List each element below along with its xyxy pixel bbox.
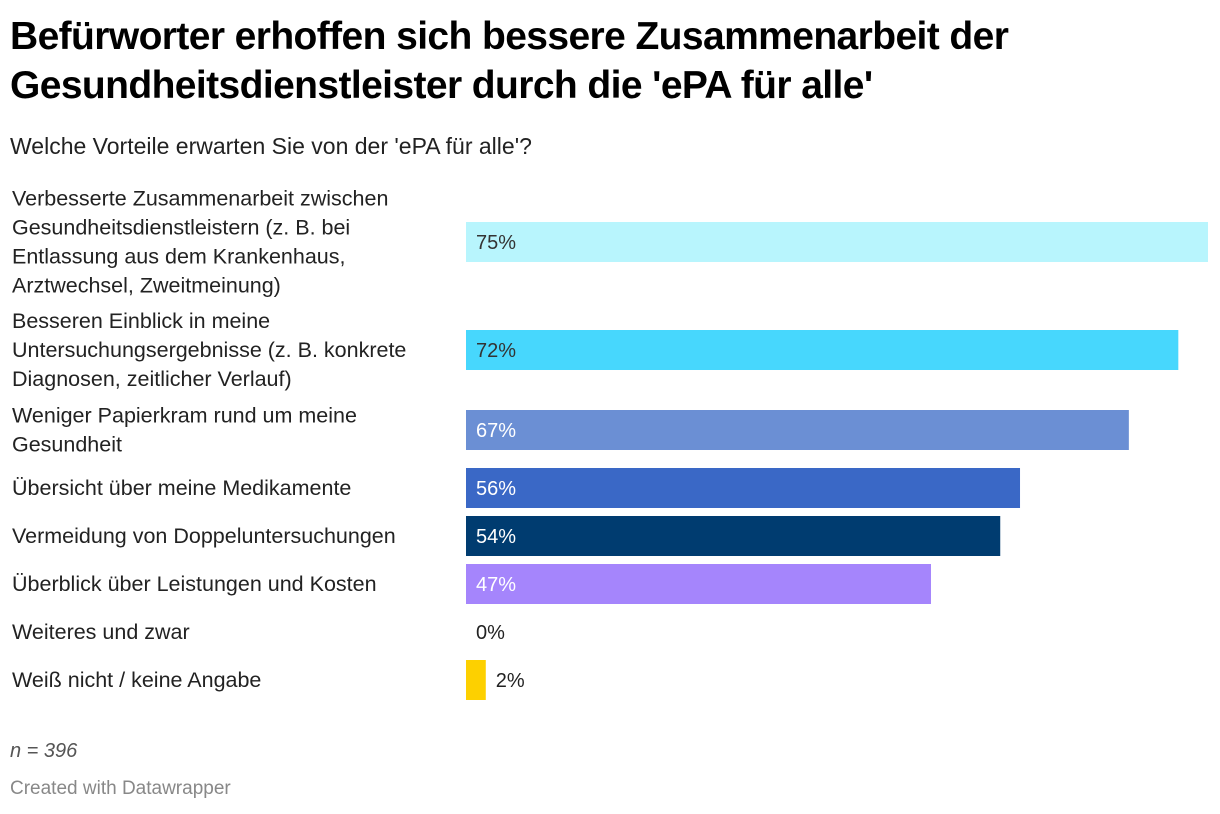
sample-size-note: n = 396 xyxy=(10,740,78,762)
chart-subtitle: Welche Vorteile erwarten Sie von der 'eP… xyxy=(10,133,532,159)
value-label: 67% xyxy=(476,420,516,442)
category-label: Überblick über Leistungen und Kosten xyxy=(12,572,377,596)
bar-row: Übersicht über meine Medikamente 56% xyxy=(12,468,1021,508)
bar-chart: Verbesserte Zusammenarbeit zwischen Gesun… xyxy=(12,187,1208,700)
value-label: 0% xyxy=(476,622,505,644)
bar xyxy=(466,330,1179,370)
category-label: Vermeidung von Doppeluntersuchungen xyxy=(12,524,396,548)
category-label: Weiteres und zwar xyxy=(12,620,190,644)
bar-row: Verbesserte Zusammenarbeit zwischen Gesun… xyxy=(12,187,1208,298)
datawrapper-credit: Created with Datawrapper xyxy=(10,778,231,799)
category-label: Übersicht über meine Medikamente xyxy=(12,476,351,500)
value-label: 2% xyxy=(496,670,525,692)
category-label: Weiß nicht / keine Angabe xyxy=(12,668,261,692)
bar-row: Weiteres und zwar 0% xyxy=(12,620,505,644)
value-label: 75% xyxy=(476,232,516,254)
value-label: 56% xyxy=(476,478,516,500)
bar xyxy=(466,468,1021,508)
value-label: 72% xyxy=(476,340,516,362)
bar-row: Besseren Einblick in meine Untersuchungse… xyxy=(12,309,1179,391)
value-label: 47% xyxy=(476,574,516,596)
category-label: Besseren Einblick in meine Untersuchungse… xyxy=(12,309,406,391)
bar xyxy=(466,660,486,700)
bar-row: Weniger Papierkram rund um meine Gesundhe… xyxy=(12,404,1129,457)
chart-title: Befürworter erhoffen sich bessere Zusamm… xyxy=(10,15,1009,107)
bar xyxy=(466,222,1208,262)
bar-row: Überblick über Leistungen und Kosten 47% xyxy=(12,564,931,604)
bar xyxy=(466,410,1129,450)
bar xyxy=(466,564,931,604)
bar-row: Weiß nicht / keine Angabe 2% xyxy=(12,660,525,700)
category-label: Verbesserte Zusammenarbeit zwischen Gesun… xyxy=(12,187,388,298)
value-label: 54% xyxy=(476,526,516,548)
category-label: Weniger Papierkram rund um meine Gesundhe… xyxy=(12,404,357,457)
bar-row: Vermeidung von Doppeluntersuchungen 54% xyxy=(12,516,1001,556)
bar xyxy=(466,516,1001,556)
